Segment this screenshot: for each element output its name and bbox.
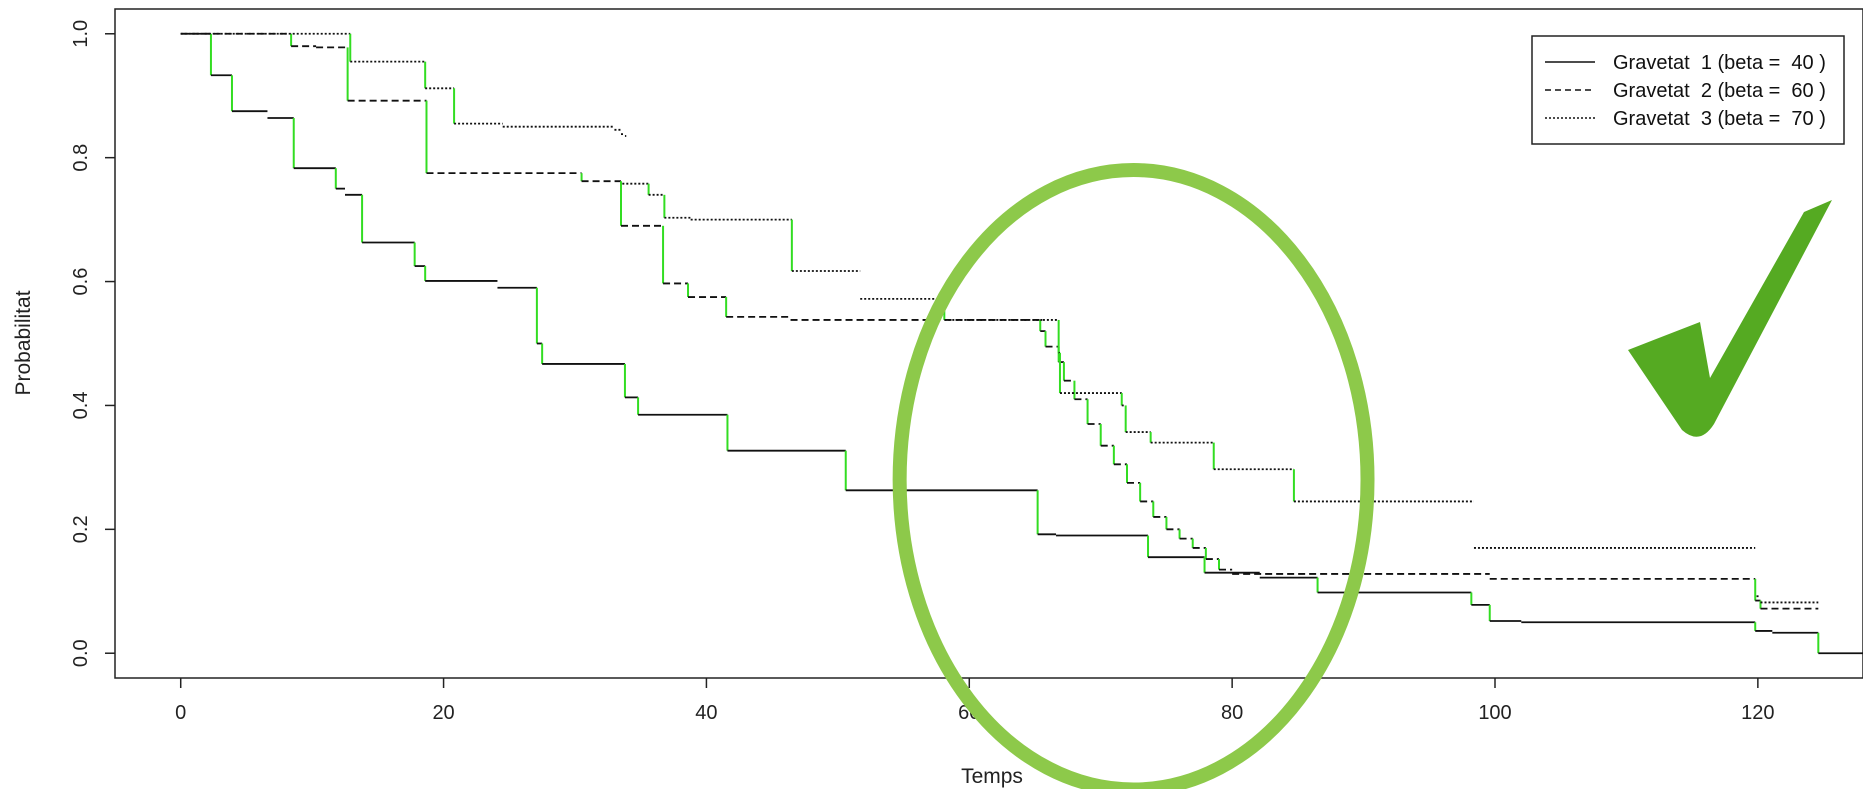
x-tick-label: 0 <box>175 702 186 724</box>
x-tick-label: 100 <box>1478 702 1511 724</box>
y-tick-label: 0.8 <box>70 144 92 172</box>
highlight-ellipse <box>892 163 1375 789</box>
x-tick-label: 40 <box>695 702 717 724</box>
legend: Gravetat 1 (beta = 40 ) Gravetat 2 (beta… <box>1531 35 1845 145</box>
x-tick-label: 80 <box>1221 702 1243 724</box>
y-tick-label: 0.0 <box>70 639 92 667</box>
y-axis-label: Probabilitat <box>12 290 35 395</box>
x-tick-label: 20 <box>432 702 454 724</box>
y-tick-label: 0.4 <box>70 392 92 420</box>
legend-label-3: Gravetat 3 (beta = 70 ) <box>1613 108 1826 130</box>
y-tick-label: 0.6 <box>70 268 92 296</box>
checkmark-icon <box>1628 200 1832 437</box>
x-tick-label: 120 <box>1741 702 1774 724</box>
legend-box <box>1531 35 1845 145</box>
plot-frame <box>114 8 1863 679</box>
y-tick-label: 1.0 <box>70 20 92 48</box>
legend-label-1: Gravetat 1 (beta = 40 ) <box>1613 52 1826 74</box>
y-tick-label: 0.2 <box>70 515 92 543</box>
legend-label-2: Gravetat 2 (beta = 60 ) <box>1613 80 1826 102</box>
series-layer <box>180 32 1863 655</box>
x-axis-label: Temps <box>961 765 1023 788</box>
